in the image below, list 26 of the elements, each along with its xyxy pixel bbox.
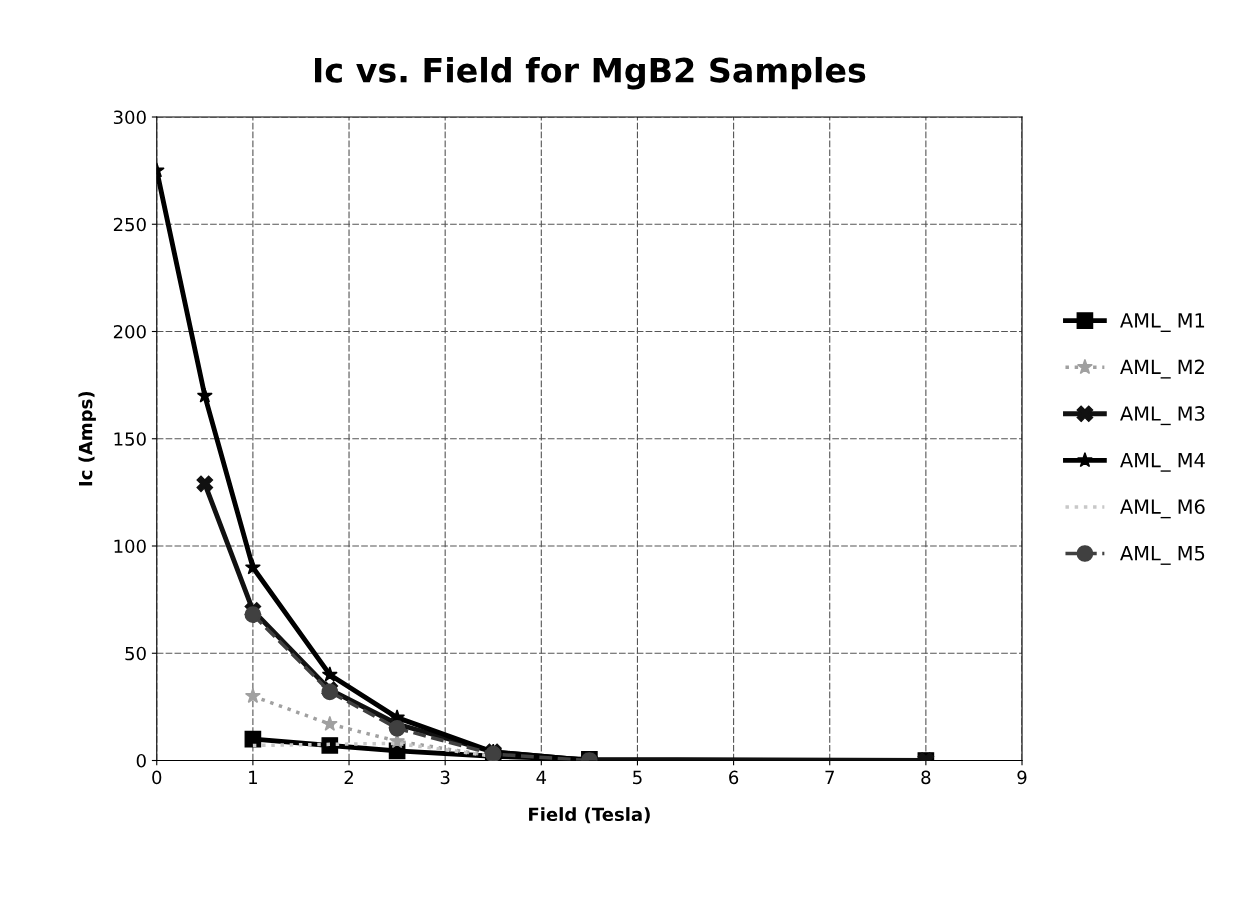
legend-label: AML_ M3 xyxy=(1120,406,1205,426)
x-tick-label: 5 xyxy=(633,770,642,785)
legend-label: AML_ M6 xyxy=(1120,499,1205,519)
legend-label: AML_ M1 xyxy=(1120,313,1205,332)
legend-label: AML_ M2 xyxy=(1120,359,1204,379)
y-tick-label: 150 xyxy=(114,432,146,446)
x-tick-label: 6 xyxy=(729,770,739,785)
x-tick-label: 9 xyxy=(1017,770,1027,785)
legend-label: AML_ M4 xyxy=(1120,452,1205,472)
x-axis-title: Field (Tesla) xyxy=(529,807,650,824)
chart-title: Ic vs. Field for MgB2 Samples xyxy=(314,56,866,90)
x-tick-label: 7 xyxy=(825,770,834,784)
y-axis-title: Ic (Amps) xyxy=(78,391,96,486)
y-tick-label: 100 xyxy=(114,539,146,554)
x-tick-label: 3 xyxy=(440,770,450,785)
x-tick-label: 1 xyxy=(249,770,257,784)
y-tick-label: 200 xyxy=(113,324,146,339)
x-tick-label: 2 xyxy=(344,770,353,784)
y-tick-label: 300 xyxy=(113,110,146,125)
x-tick-label: 4 xyxy=(536,770,547,784)
y-tick-label: 50 xyxy=(125,646,146,661)
y-tick-label: 250 xyxy=(113,217,146,232)
legend-label: AML_ M5 xyxy=(1120,546,1205,565)
x-tick-label: 0 xyxy=(152,770,162,785)
x-tick-label: 8 xyxy=(921,770,931,785)
y-tick-label: 0 xyxy=(136,753,146,768)
